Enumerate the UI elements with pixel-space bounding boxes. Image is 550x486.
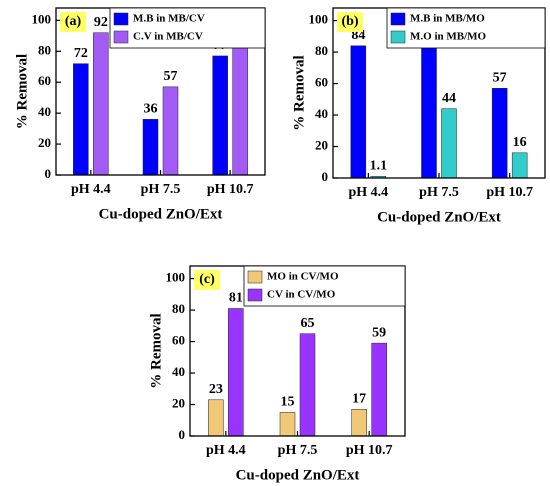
y-tick-label: 0: [322, 169, 329, 184]
y-tick-label: 80: [315, 43, 328, 58]
panel-label-bg: [194, 270, 220, 290]
data-label: 65: [301, 316, 315, 331]
bar: [350, 45, 367, 179]
legend-label: M.O in MB/MO: [410, 31, 487, 43]
x-tick-label: pH 10.7: [486, 185, 533, 200]
y-tick-label: 100: [309, 12, 329, 27]
legend-swatch: [247, 288, 263, 302]
y-tick-label: 40: [172, 364, 185, 379]
y-tick-label: 40: [315, 106, 328, 121]
legend-label: M.B in MB/MO: [410, 13, 485, 25]
x-tick-label: pH 7.5: [278, 443, 318, 458]
legend-swatch: [113, 30, 129, 44]
y-tick-label: 100: [166, 270, 186, 285]
legend-label: MO in CV/MO: [267, 271, 339, 283]
data-label: 72: [74, 46, 88, 61]
data-label: 17: [352, 391, 366, 406]
data-label: 57: [493, 70, 507, 85]
legend-frame: [243, 265, 406, 307]
y-tick-label: 20: [38, 135, 51, 150]
bar: [421, 32, 437, 179]
bar: [142, 119, 159, 176]
y-tick-label: 60: [38, 73, 51, 88]
x-axis-label: Cu-doped ZnO/Ext: [377, 209, 501, 225]
x-tick-label: pH 4.4: [348, 185, 388, 200]
data-label: 57: [164, 69, 178, 84]
bar: [228, 308, 244, 437]
y-axis-label: % Removal: [14, 54, 30, 129]
data-label: 36: [144, 102, 158, 117]
bar: [511, 152, 528, 179]
data-label: 16: [513, 135, 527, 150]
y-tick-label: 20: [172, 396, 185, 411]
legend-swatch: [113, 12, 129, 26]
x-tick-label: pH 10.7: [346, 443, 393, 458]
legend-frame: [386, 7, 546, 49]
bar: [371, 342, 387, 437]
data-label: 1.1: [370, 158, 388, 173]
legend-swatch: [247, 270, 263, 284]
y-tick-label: 0: [179, 427, 186, 442]
bar: [212, 55, 228, 176]
y-tick-label: 0: [45, 166, 52, 181]
y-tick-label: 60: [172, 333, 185, 348]
panel-label-bg: [60, 12, 86, 32]
x-tick-label: pH 7.5: [419, 185, 459, 200]
panel-label: (c): [199, 272, 215, 287]
data-label: 59: [372, 325, 386, 340]
y-tick-label: 60: [315, 75, 328, 90]
legend-label: M.B in MB/CV: [133, 13, 205, 25]
x-tick-label: pH 7.5: [141, 182, 181, 197]
x-tick-label: pH 4.4: [206, 443, 246, 458]
bar: [73, 63, 89, 176]
legend-label: C.V in MB/CV: [133, 31, 203, 43]
data-label: 23: [209, 382, 223, 397]
bar: [441, 108, 457, 179]
y-tick-label: 80: [172, 301, 185, 316]
y-tick-label: 20: [315, 138, 328, 153]
data-label: 44: [442, 91, 456, 106]
x-tick-label: pH 4.4: [71, 182, 111, 197]
data-label: 92: [94, 15, 108, 30]
legend-swatch: [390, 30, 406, 44]
data-label: 15: [281, 395, 295, 410]
legend-label: CV in CV/MO: [267, 289, 336, 301]
bar: [162, 86, 179, 176]
data-label: 81: [229, 291, 243, 306]
bar: [208, 399, 224, 437]
bar: [232, 40, 248, 176]
x-axis-label: Cu-doped ZnO/Ext: [99, 206, 223, 222]
bar: [279, 412, 296, 437]
panel-label-bg: [337, 12, 363, 32]
bar: [299, 333, 316, 437]
legend-swatch: [390, 12, 406, 26]
y-tick-label: 80: [38, 42, 51, 57]
legend-frame: [109, 7, 266, 49]
panel-label: (b): [341, 14, 358, 29]
x-axis-label: Cu-doped ZnO/Ext: [236, 467, 360, 483]
y-axis-label: % Removal: [291, 55, 307, 130]
bar: [491, 88, 508, 179]
y-tick-label: 40: [38, 104, 51, 119]
bar: [93, 32, 109, 176]
y-axis-label: % Removal: [148, 313, 164, 388]
panel-label: (a): [65, 14, 82, 29]
bar: [351, 408, 367, 437]
y-tick-label: 100: [32, 11, 52, 26]
x-tick-label: pH 10.7: [207, 182, 254, 197]
